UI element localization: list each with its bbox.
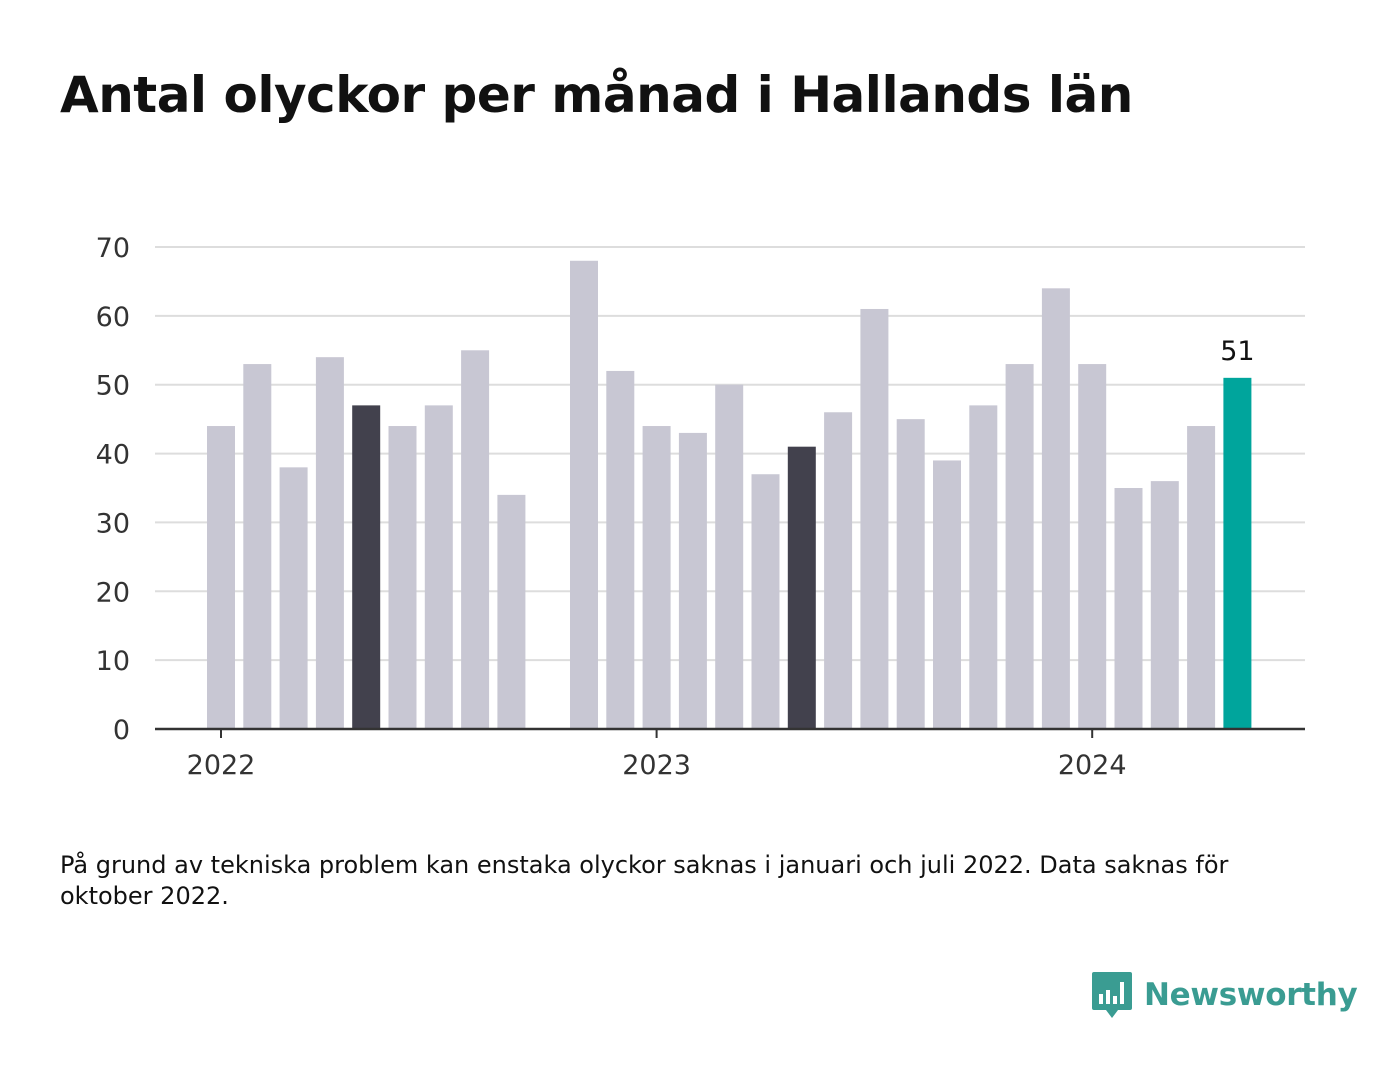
bar bbox=[497, 494, 526, 729]
y-tick-label: 0 bbox=[113, 715, 130, 746]
bar bbox=[1078, 364, 1107, 729]
bar bbox=[461, 350, 490, 729]
bar bbox=[787, 446, 816, 729]
y-tick-label: 50 bbox=[96, 371, 130, 402]
bar bbox=[243, 364, 272, 729]
x-tick-label: 2024 bbox=[1058, 750, 1127, 781]
bar bbox=[352, 405, 381, 729]
bar bbox=[606, 370, 635, 729]
bar bbox=[279, 467, 308, 729]
footnote: På grund av tekniska problem kan enstaka… bbox=[60, 851, 1229, 910]
bar bbox=[896, 419, 925, 729]
bars bbox=[207, 260, 1252, 729]
bar-chart: 0 10 20 30 40 50 60 70 51 2022 2023 2024 bbox=[96, 233, 1305, 781]
labels: 0 10 20 30 40 50 60 70 51 2022 2023 2024 bbox=[96, 233, 1255, 781]
axes bbox=[155, 727, 1305, 738]
bar bbox=[570, 260, 598, 729]
bar bbox=[1187, 426, 1216, 729]
brand-logo[interactable]: Newsworthy bbox=[1090, 970, 1358, 1020]
y-tick-label: 40 bbox=[96, 440, 130, 471]
x-tick-label: 2023 bbox=[622, 750, 691, 781]
bar bbox=[207, 426, 235, 729]
bar bbox=[1041, 288, 1070, 729]
y-tick-label: 20 bbox=[96, 577, 130, 608]
brand-name: Newsworthy bbox=[1144, 977, 1358, 1013]
bar bbox=[1005, 364, 1034, 729]
newsworthy-logo-icon bbox=[1092, 972, 1132, 1018]
y-tick-label: 10 bbox=[96, 646, 130, 677]
bar bbox=[1223, 377, 1252, 729]
bar bbox=[315, 357, 344, 729]
bar bbox=[1150, 481, 1179, 729]
bar bbox=[1114, 488, 1143, 729]
bar bbox=[824, 412, 853, 729]
bar bbox=[860, 308, 889, 729]
bar bbox=[969, 405, 998, 729]
bar bbox=[715, 384, 744, 729]
bar bbox=[933, 460, 961, 729]
x-tick-label: 2022 bbox=[187, 750, 256, 781]
bar bbox=[678, 432, 707, 729]
data-label: 51 bbox=[1220, 336, 1254, 367]
bar bbox=[751, 474, 780, 729]
y-tick-label: 70 bbox=[96, 233, 130, 264]
y-tick-label: 30 bbox=[96, 508, 130, 539]
bar bbox=[388, 426, 417, 729]
bar bbox=[424, 405, 453, 729]
y-tick-label: 60 bbox=[96, 302, 130, 333]
chart-title: Antal olyckor per månad i Hallands län bbox=[60, 66, 1133, 124]
bar bbox=[642, 426, 671, 729]
